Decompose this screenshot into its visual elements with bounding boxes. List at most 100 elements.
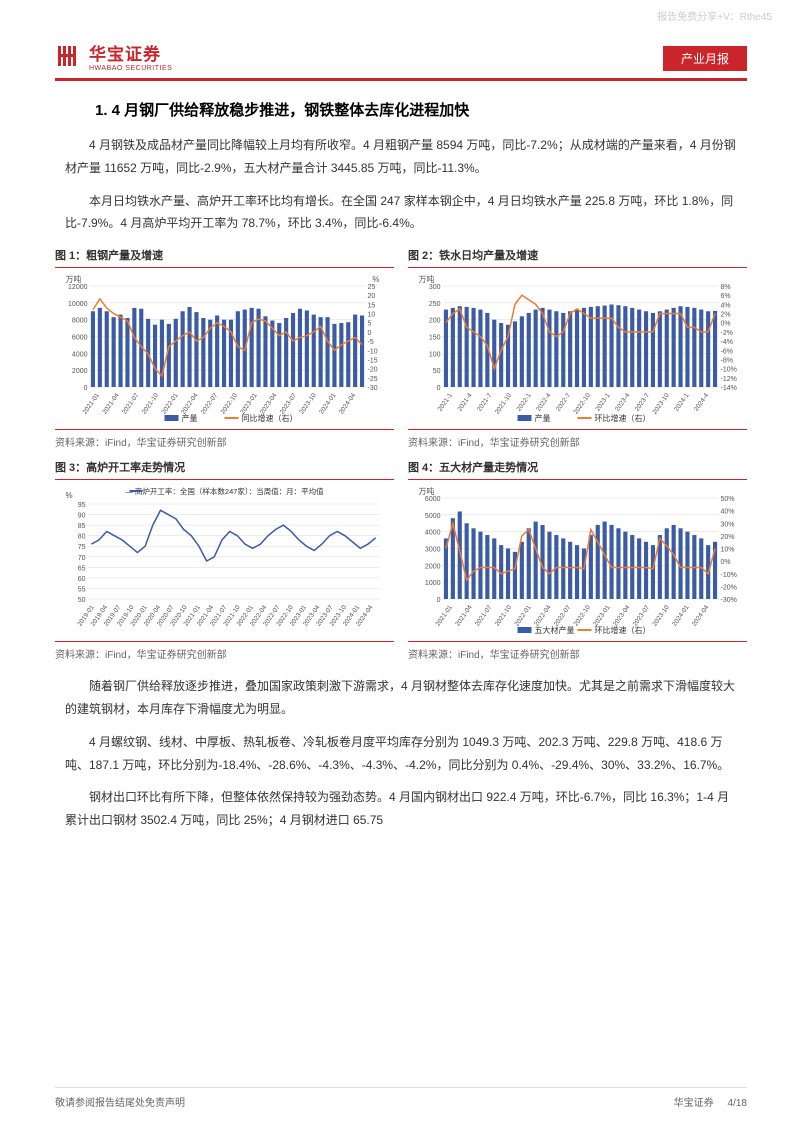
svg-text:-14%: -14% — [721, 385, 737, 392]
chart-3-source: 资料来源：iFind，华宝证券研究创新部 — [55, 641, 394, 661]
svg-text:300: 300 — [429, 284, 441, 291]
svg-text:2024-4: 2024-4 — [693, 392, 711, 413]
svg-text:-30: -30 — [368, 385, 378, 392]
chart-2-canvas: 万吨050100150200250300-14%-12%-10%-8%-6%-4… — [408, 272, 747, 427]
report-type-badge: 产业月报 — [663, 46, 747, 71]
svg-text:6000: 6000 — [425, 496, 441, 503]
svg-text:2024-1: 2024-1 — [673, 392, 691, 413]
svg-text:4000: 4000 — [425, 530, 441, 537]
svg-text:2024-01: 2024-01 — [671, 604, 691, 628]
svg-text:80: 80 — [78, 534, 86, 541]
logo-text-en: HWABAO SECURITIES — [89, 65, 172, 72]
svg-text:6%: 6% — [721, 293, 731, 300]
svg-text:2021-01: 2021-01 — [82, 392, 102, 416]
chart-1-source: 资料来源：iFind，华宝证券研究创新部 — [55, 429, 394, 449]
svg-text:2022-1: 2022-1 — [516, 392, 534, 413]
svg-text:0: 0 — [84, 385, 88, 392]
svg-text:40%: 40% — [721, 509, 735, 516]
svg-text:2022-07: 2022-07 — [200, 392, 220, 416]
svg-text:70: 70 — [78, 555, 86, 562]
svg-text:-30%: -30% — [721, 597, 737, 604]
watermark-text: 报告免费分享+V：Rthe45 — [657, 8, 772, 23]
svg-text:-20: -20 — [368, 367, 378, 374]
svg-text:-20%: -20% — [721, 585, 737, 592]
paragraph-1: 4 月钢铁及成品材产量同比降幅较上月均有所收窄。4 月粗钢产量 8594 万吨，… — [65, 134, 737, 180]
svg-text:1000: 1000 — [425, 580, 441, 587]
svg-text:5000: 5000 — [425, 513, 441, 520]
svg-text:2021-7: 2021-7 — [476, 392, 494, 413]
svg-text:10000: 10000 — [68, 301, 88, 308]
chart-3: 图 3：高炉开工率走势情况 %— 高炉开工率：全国（样本数247家）：当周值：月… — [55, 459, 394, 661]
chart-1: 图 1：粗钢产量及增速 万吨%0200040006000800010000120… — [55, 247, 394, 449]
svg-text:-5: -5 — [368, 339, 374, 346]
svg-text:2000: 2000 — [72, 368, 88, 375]
svg-text:65: 65 — [78, 566, 86, 573]
svg-text:— 高炉开工率：全国（样本数247家）：当周值：月：平均值: — 高炉开工率：全国（样本数247家）：当周值：月：平均值 — [125, 486, 324, 496]
svg-text:150: 150 — [429, 335, 441, 342]
svg-text:200: 200 — [429, 318, 441, 325]
svg-text:2022-10: 2022-10 — [573, 604, 593, 628]
svg-text:2%: 2% — [721, 312, 731, 319]
section-title: 1. 4 月钢厂供给释放稳步推进，钢铁整体去库化进程加快 — [95, 99, 747, 120]
svg-text:2022-7: 2022-7 — [555, 392, 573, 413]
svg-text:6000: 6000 — [72, 335, 88, 342]
svg-text:50: 50 — [78, 597, 86, 604]
svg-text:-15: -15 — [368, 358, 378, 365]
svg-text:%: % — [372, 275, 379, 284]
svg-text:同比增速（右）: 同比增速（右） — [242, 413, 298, 423]
paragraph-2: 本月日均铁水产量、高炉开工率环比均有增长。在全国 247 家样本钢企中，4 月日… — [65, 190, 737, 236]
svg-text:2022-04: 2022-04 — [180, 392, 200, 416]
svg-text:8%: 8% — [721, 284, 731, 291]
svg-text:2021-4: 2021-4 — [456, 392, 474, 413]
chart-1-title: 图 1：粗钢产量及增速 — [55, 247, 394, 268]
svg-text:2021-07: 2021-07 — [474, 604, 494, 628]
svg-text:产量: 产量 — [182, 413, 198, 423]
svg-text:-4%: -4% — [721, 339, 733, 346]
svg-text:4000: 4000 — [72, 352, 88, 359]
svg-text:2023-04: 2023-04 — [259, 392, 279, 416]
svg-text:90: 90 — [78, 513, 86, 520]
logo-text-cn: 华宝证券 — [89, 40, 172, 65]
page-header: 华宝证券 HWABAO SECURITIES 产业月报 — [55, 40, 747, 81]
svg-text:3000: 3000 — [425, 547, 441, 554]
svg-text:5: 5 — [368, 321, 372, 328]
svg-text:2022-01: 2022-01 — [160, 392, 180, 416]
svg-text:85: 85 — [78, 523, 86, 530]
svg-text:-8%: -8% — [721, 358, 733, 365]
footer-disclaimer: 敬请参阅报告结尾处免责声明 — [55, 1094, 185, 1109]
svg-text:20: 20 — [368, 293, 376, 300]
paragraph-4: 4 月螺纹钢、线材、中厚板、热轧板卷、冷轧板卷月度平均库存分别为 1049.3 … — [65, 731, 737, 777]
svg-text:2022-07: 2022-07 — [553, 604, 573, 628]
svg-text:2023-04: 2023-04 — [612, 604, 632, 628]
svg-text:2021-04: 2021-04 — [454, 604, 474, 628]
svg-text:-2%: -2% — [721, 330, 733, 337]
svg-text:2021-1: 2021-1 — [437, 392, 455, 413]
svg-text:2024-04: 2024-04 — [338, 392, 358, 416]
svg-text:2022-04: 2022-04 — [533, 604, 553, 628]
chart-2-source: 资料来源：iFind，华宝证券研究创新部 — [408, 429, 747, 449]
footer-page-number: 4/18 — [728, 1098, 747, 1109]
svg-text:2022-10: 2022-10 — [573, 392, 593, 416]
svg-text:250: 250 — [429, 301, 441, 308]
svg-text:2021-10: 2021-10 — [494, 392, 514, 416]
svg-text:-25: -25 — [368, 376, 378, 383]
charts-grid: 图 1：粗钢产量及增速 万吨%0200040006000800010000120… — [55, 247, 747, 661]
chart-4-title: 图 4：五大材产量走势情况 — [408, 459, 747, 480]
svg-text:75: 75 — [78, 544, 86, 551]
svg-text:2021-10: 2021-10 — [141, 392, 161, 416]
page-container: 华宝证券 HWABAO SECURITIES 产业月报 1. 4 月钢厂供给释放… — [0, 0, 802, 872]
page-footer: 敬请参阅报告结尾处免责声明 华宝证券 4/18 — [55, 1087, 747, 1109]
svg-text:-6%: -6% — [721, 348, 733, 355]
svg-text:-10: -10 — [368, 348, 378, 355]
svg-text:环比增速（右）: 环比增速（右） — [595, 413, 651, 423]
chart-3-title: 图 3：高炉开工率走势情况 — [55, 459, 394, 480]
svg-text:五大材产量: 五大材产量 — [535, 625, 575, 635]
chart-2-title: 图 2：铁水日均产量及增速 — [408, 247, 747, 268]
svg-text:2023-10: 2023-10 — [298, 392, 318, 416]
svg-text:2022-4: 2022-4 — [535, 392, 553, 413]
svg-text:30%: 30% — [721, 521, 735, 528]
svg-text:25: 25 — [368, 284, 376, 291]
paragraph-3: 随着钢厂供给释放逐步推进，叠加国家政策刺激下游需求，4 月钢材整体去库存化速度加… — [65, 675, 737, 721]
svg-text:产量: 产量 — [535, 413, 551, 423]
chart-3-canvas: %— 高炉开工率：全国（样本数247家）：当周值：月：平均值5055606570… — [55, 484, 394, 639]
